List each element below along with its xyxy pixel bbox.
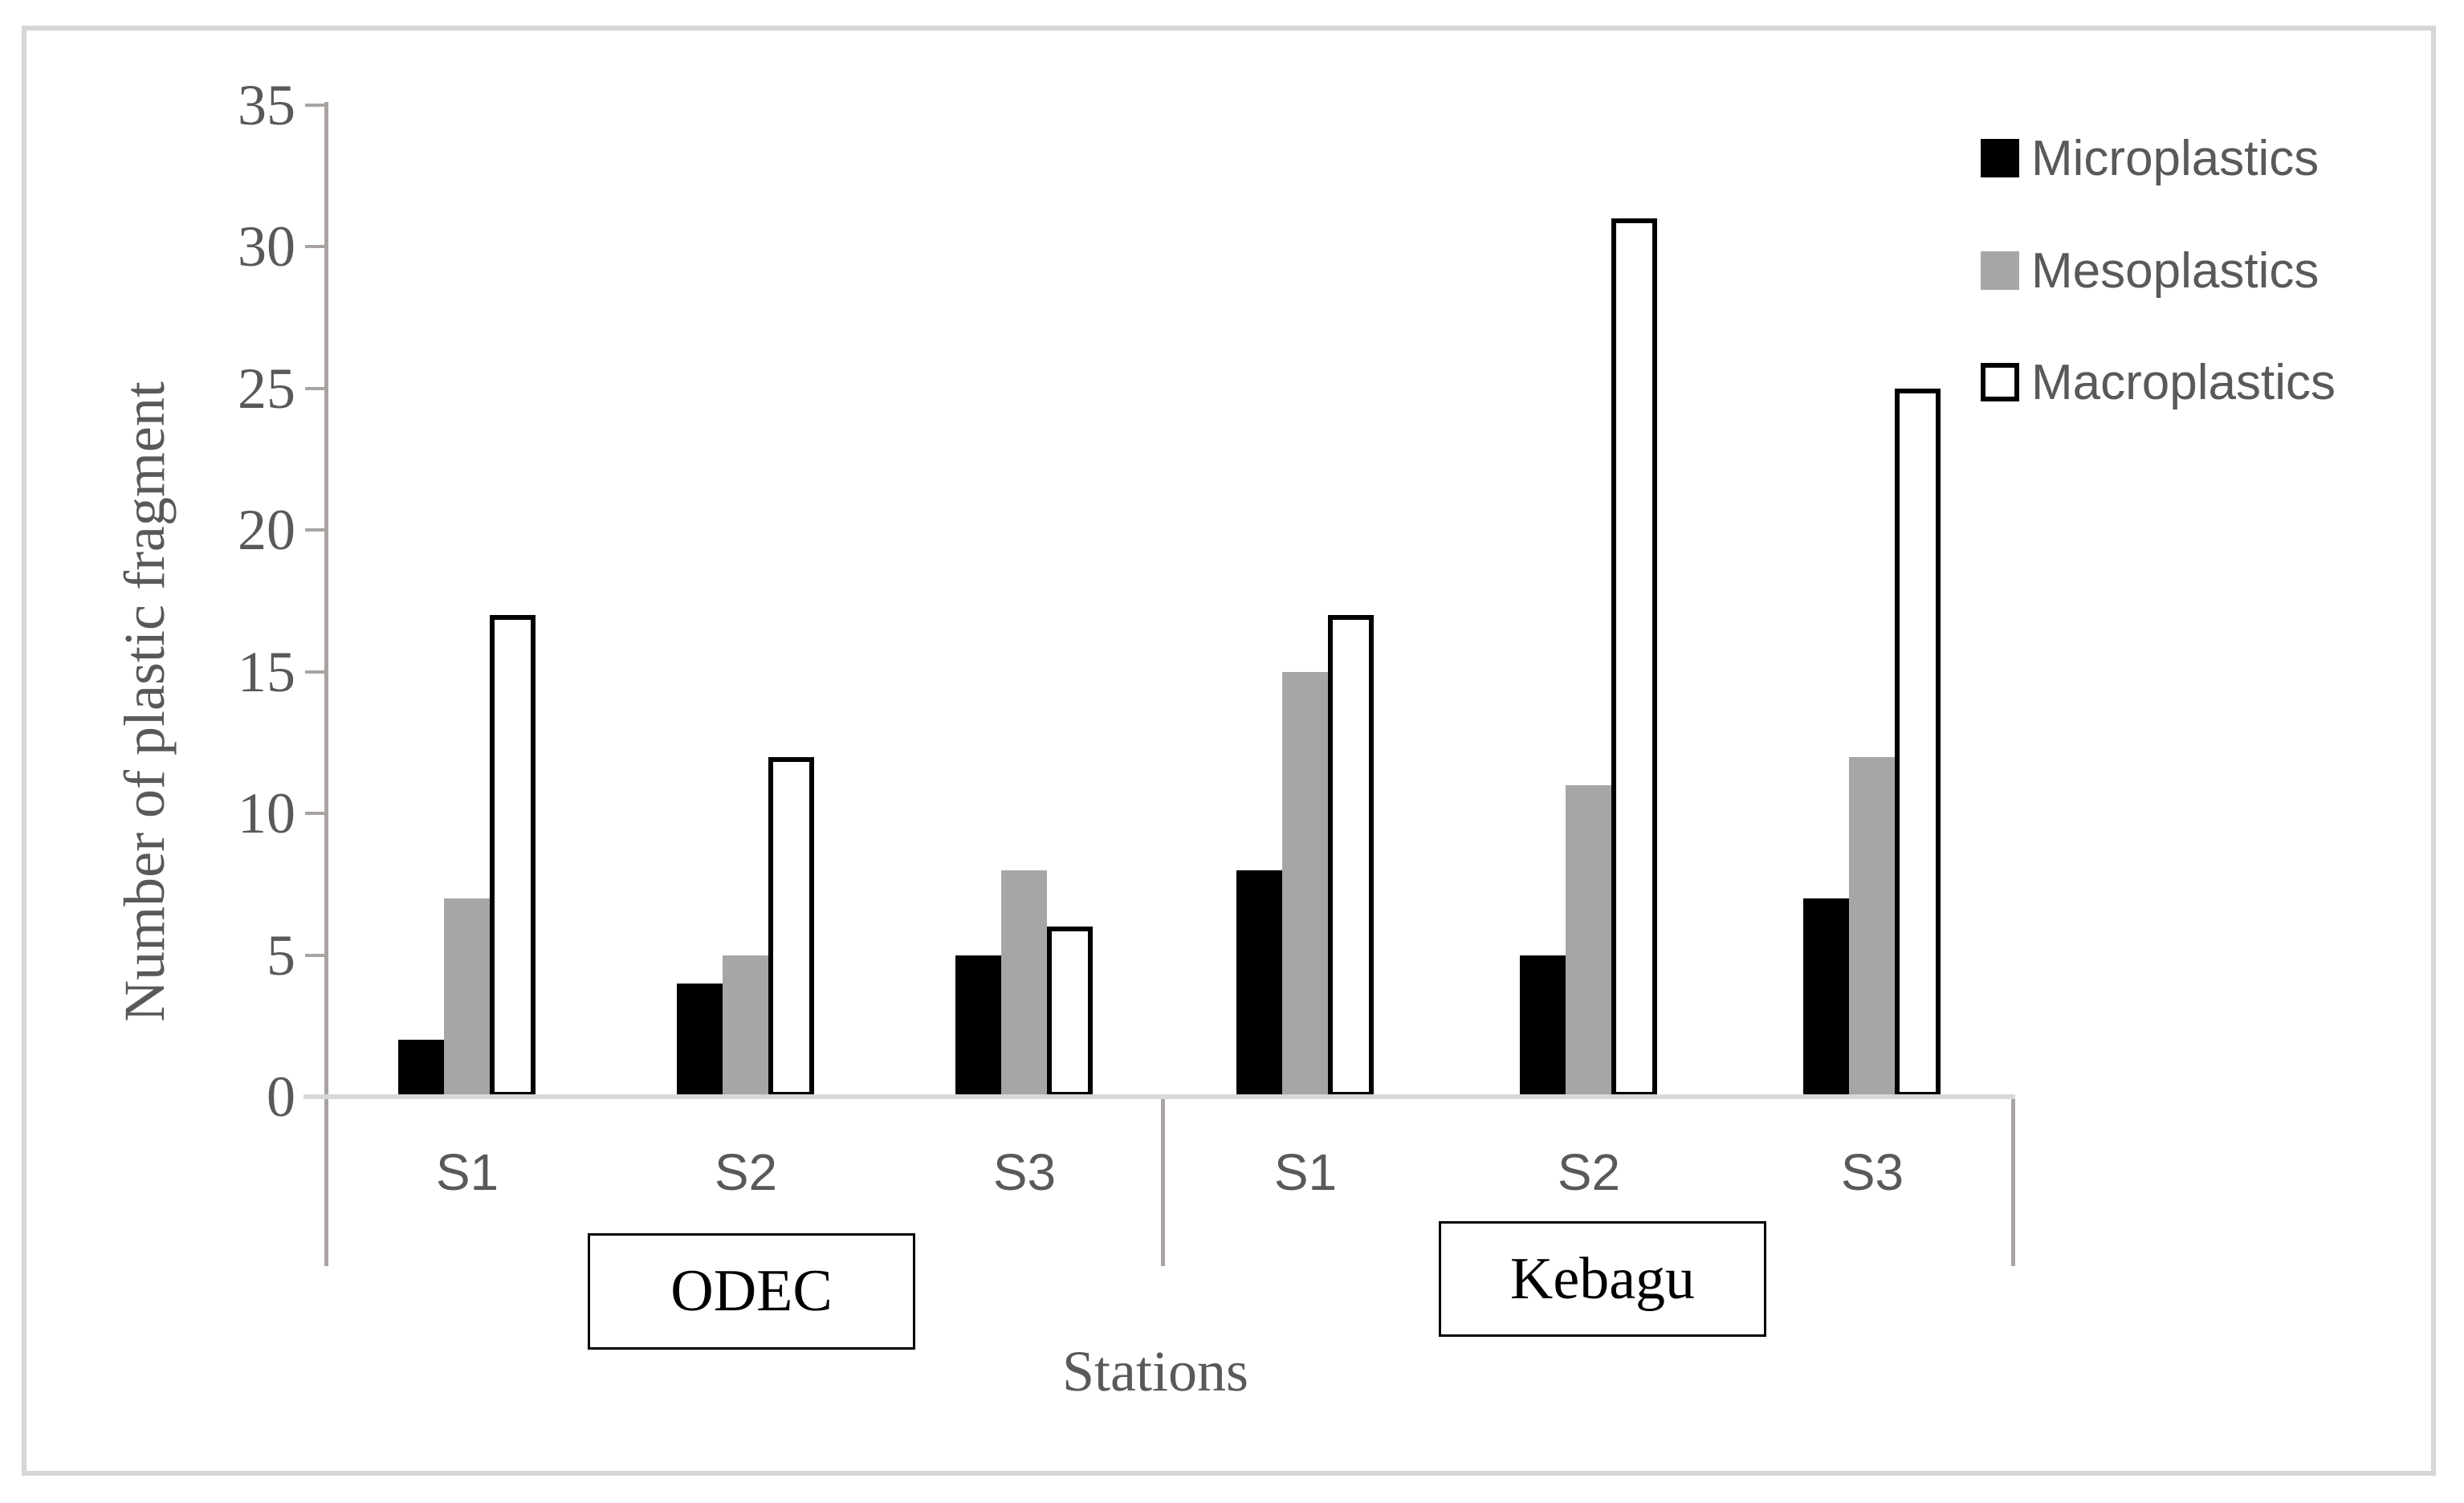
- y-tick-mark: [305, 245, 328, 249]
- y-axis-line: [324, 102, 328, 1266]
- legend-item-mesoplastics: Mesoplastics: [1981, 242, 2319, 299]
- bar-microplastics-kebagu-s2: [1520, 955, 1566, 1097]
- bar-mesoplastics-odec-s2: [723, 955, 768, 1097]
- bar-microplastics-odec-s2: [677, 984, 723, 1097]
- y-tick-mark: [305, 104, 328, 107]
- group-label-box-kebagu: Kebagu: [1439, 1221, 1766, 1337]
- y-tick-label: 20: [238, 498, 295, 563]
- mesoplastics-swatch-icon: [1981, 251, 2019, 290]
- bar-macroplastics-odec-s1: [490, 615, 536, 1097]
- legend-item-microplastics: Microplastics: [1981, 130, 2319, 186]
- legend-label: Mesoplastics: [2031, 242, 2319, 299]
- category-divider-line: [2011, 1097, 2015, 1266]
- group-label-odec: ODEC: [670, 1258, 833, 1324]
- category-label-kebagu-s3: S3: [1840, 1143, 1904, 1201]
- category-label-kebagu-s1: S1: [1273, 1143, 1338, 1201]
- category-label-odec-s3: S3: [992, 1143, 1057, 1201]
- bar-mesoplastics-kebagu-s1: [1282, 672, 1328, 1097]
- bar-mesoplastics-odec-s3: [1001, 870, 1047, 1097]
- bar-microplastics-kebagu-s1: [1236, 870, 1282, 1097]
- group-label-kebagu: Kebagu: [1509, 1245, 1696, 1312]
- y-tick-label: 5: [267, 923, 295, 988]
- bar-macroplastics-kebagu-s3: [1895, 389, 1941, 1097]
- legend-item-macroplastics: Macroplastics: [1981, 354, 2336, 410]
- legend-label: Macroplastics: [2031, 354, 2336, 410]
- category-label-odec-s2: S2: [714, 1143, 778, 1201]
- macroplastics-swatch-icon: [1981, 363, 2019, 401]
- y-tick-label: 15: [238, 639, 295, 704]
- y-tick-mark: [305, 670, 328, 674]
- y-tick-label: 0: [267, 1065, 295, 1129]
- bar-microplastics-kebagu-s3: [1803, 898, 1849, 1097]
- bar-mesoplastics-kebagu-s3: [1849, 757, 1895, 1097]
- category-label-odec-s1: S1: [435, 1143, 499, 1201]
- bar-macroplastics-odec-s3: [1047, 927, 1093, 1097]
- x-axis-title: Stations: [1061, 1339, 1249, 1403]
- y-tick-mark: [305, 386, 328, 390]
- y-tick-mark: [305, 528, 328, 532]
- bar-macroplastics-kebagu-s1: [1328, 615, 1374, 1097]
- y-tick-mark: [305, 953, 328, 957]
- y-tick-label: 30: [238, 214, 295, 279]
- bar-microplastics-odec-s1: [398, 1040, 444, 1097]
- category-divider-line: [1161, 1097, 1165, 1266]
- x-axis-line: [303, 1094, 2015, 1099]
- bar-macroplastics-odec-s2: [768, 757, 814, 1097]
- y-tick-label: 25: [238, 356, 295, 421]
- y-tick-mark: [305, 812, 328, 816]
- y-tick-label: 35: [238, 73, 295, 137]
- bar-macroplastics-kebagu-s2: [1611, 218, 1657, 1097]
- bar-microplastics-odec-s3: [955, 955, 1001, 1097]
- chart-border-frame: [22, 26, 2436, 1476]
- group-label-box-odec: ODEC: [588, 1233, 915, 1350]
- bar-mesoplastics-odec-s1: [444, 898, 490, 1097]
- y-tick-label: 10: [238, 781, 295, 846]
- microplastics-swatch-icon: [1981, 139, 2019, 177]
- legend-label: Microplastics: [2031, 130, 2319, 186]
- category-label-kebagu-s2: S2: [1557, 1143, 1621, 1201]
- bar-mesoplastics-kebagu-s2: [1566, 785, 1611, 1097]
